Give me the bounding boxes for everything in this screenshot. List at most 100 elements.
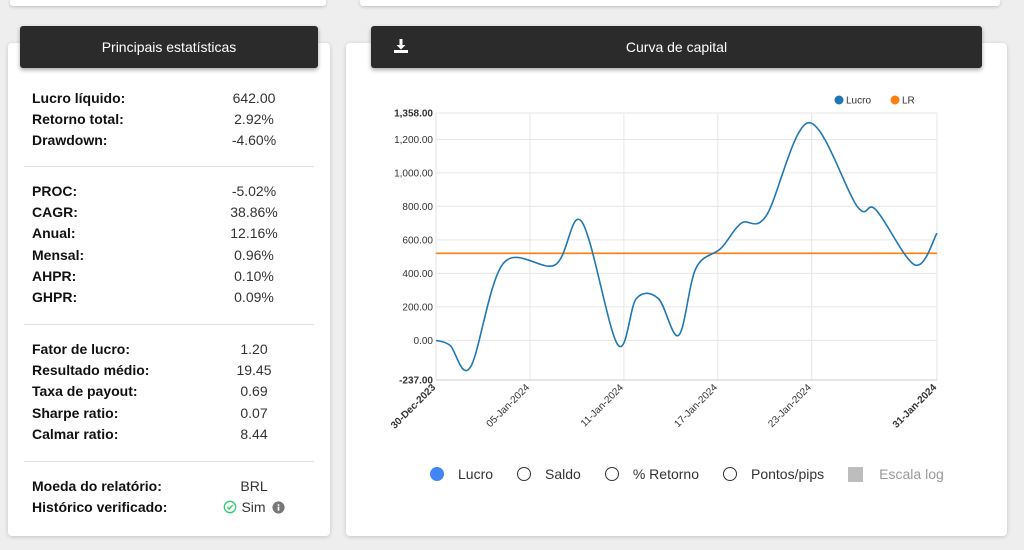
stat-label: Calmar ratio: — [32, 425, 119, 442]
stat-label: Taxa de payout: — [32, 383, 138, 400]
stat-label: AHPR: — [32, 267, 77, 284]
stat-value: 1.20 — [240, 340, 268, 357]
radio-button[interactable] — [723, 467, 737, 481]
stat-value: -4.60% — [231, 132, 277, 149]
stats-card — [8, 43, 330, 536]
radio-button[interactable] — [604, 467, 619, 481]
chart-card — [346, 43, 1007, 536]
verified-value-wrap: Sim — [194, 499, 314, 515]
series-lucro-line — [435, 121, 938, 372]
stat-value: 8.44 — [240, 425, 268, 442]
stat-row: Anual: 12.16% — [24, 223, 314, 244]
stat-label: Anual: — [32, 225, 76, 242]
option-label: Saldo — [545, 466, 581, 482]
top-strip-right — [360, 0, 1000, 6]
x-tick-label: 11-Jan-2024 — [579, 382, 626, 429]
stat-row: CAGR: 38.86% — [24, 201, 314, 222]
stat-row: Histórico verificado: Sim — [24, 496, 314, 517]
chart-mode-options: Lucro Saldo % Retorno Pontos/pips Escala… — [430, 466, 968, 482]
stat-label: Sharpe ratio: — [32, 404, 119, 421]
download-icon[interactable] — [393, 38, 409, 54]
stat-label: Mensal: — [32, 246, 85, 263]
stat-value: -5.02% — [231, 182, 277, 199]
stat-label: PROC: — [32, 182, 78, 199]
y-tick-label: 1,000.00 — [394, 168, 433, 179]
stat-row: Drawdown: -4.60% — [24, 130, 314, 151]
legend-lucro-label: Lucro — [846, 96, 871, 107]
option-log-scale[interactable]: Escala log — [848, 466, 944, 482]
log-scale-checkbox[interactable] — [848, 466, 864, 482]
y-tick-label: 800.00 — [402, 202, 433, 213]
equity-chart: 1,358.00 1,200.00 1,000.00 800.00 600.00 400.… — [389, 95, 940, 431]
stats-group-meta: Moeda do relatório: BRL Histórico verific… — [24, 475, 314, 518]
legend-lr-marker — [890, 95, 900, 105]
y-tick-label: 0.00 — [414, 336, 434, 347]
x-tick-label: 05-Jan-2024 — [485, 382, 533, 430]
stat-value: 38.86% — [230, 203, 278, 220]
stats-group-growth: PROC: -5.02% CAGR: 38.86% Anual: 12.16% Men… — [24, 180, 314, 308]
stat-label: Moeda do relatório: — [32, 477, 162, 494]
stat-row: AHPR: 0.10% — [24, 265, 314, 286]
stat-row: Taxa de payout: 0.69 — [24, 381, 314, 402]
stat-row: Retorno total: 2.92% — [24, 108, 314, 129]
chart-header: Curva de capital — [371, 26, 982, 68]
stats-header: Principais estatísticas — [20, 26, 318, 68]
stat-value: 19.45 — [236, 361, 272, 378]
stat-row: Fator de lucro: 1.20 — [24, 338, 314, 359]
y-tick-label: -237.00 — [399, 376, 433, 387]
stat-label: GHPR: — [32, 289, 78, 306]
stat-row: GHPR: 0.09% — [24, 286, 314, 307]
option-label: Pontos/pips — [751, 466, 825, 482]
stat-row: Resultado médio: 19.45 — [24, 359, 314, 380]
stat-value: 0.10% — [234, 267, 274, 284]
stat-value: 12.16% — [230, 225, 278, 242]
stat-row: PROC: -5.02% — [24, 180, 314, 201]
stat-label: Retorno total: — [32, 110, 124, 127]
stat-value: 0.09% — [234, 289, 274, 306]
radio-button[interactable] — [517, 467, 532, 481]
log-scale-label: Escala log — [879, 466, 944, 482]
verified-value: Sim — [241, 498, 266, 515]
stat-row: Lucro líquido: 642.00 — [24, 87, 314, 108]
stat-row: Mensal: 0.96% — [24, 244, 314, 265]
divider — [24, 461, 314, 462]
stats-title: Principais estatísticas — [101, 39, 237, 55]
stat-value: BRL — [240, 477, 268, 494]
x-tick-label: 23-Jan-2024 — [766, 382, 814, 430]
stat-value: 0.69 — [240, 383, 268, 400]
x-tick-label: 30-Dec-2023 — [389, 382, 438, 431]
stats-group-returns: Lucro líquido: 642.00 Retorno total: 2.92%… — [24, 87, 314, 151]
x-tick-label: 31-Jan-2024 — [891, 382, 940, 431]
divider — [24, 324, 314, 325]
stat-row: Calmar ratio: 8.44 — [24, 423, 314, 444]
stat-value: 642.00 — [232, 89, 276, 106]
info-icon[interactable] — [271, 501, 285, 514]
stat-label: Resultado médio: — [32, 361, 150, 378]
y-tick-label: 600.00 — [402, 235, 433, 246]
option-saldo[interactable]: Saldo — [517, 466, 581, 482]
y-tick-label: 400.00 — [402, 269, 433, 280]
stat-label: Fator de lucro: — [32, 340, 131, 357]
option-pontos[interactable]: Pontos/pips — [723, 466, 824, 482]
stat-label: CAGR: — [32, 203, 78, 220]
y-tick-label: 1,200.00 — [394, 135, 433, 146]
stat-label: Drawdown: — [32, 132, 108, 149]
check-circle-icon — [224, 500, 237, 514]
stats-group-ratios: Fator de lucro: 1.20 Resultado médio: 19.4… — [24, 338, 314, 444]
chart-title: Curva de capital — [625, 39, 728, 55]
option-retorno[interactable]: % Retorno — [604, 466, 699, 482]
divider — [24, 166, 314, 167]
stat-row: Sharpe ratio: 0.07 — [24, 402, 314, 423]
legend-lucro-marker — [834, 95, 844, 105]
option-label: Lucro — [458, 466, 494, 482]
stat-value: 0.07 — [240, 404, 268, 421]
stat-value: 0.96% — [234, 246, 274, 263]
stat-value: 2.92% — [234, 110, 274, 127]
y-tick-label: 200.00 — [402, 302, 433, 313]
stat-label: Histórico verificado: — [32, 498, 168, 515]
option-lucro[interactable]: Lucro — [430, 466, 493, 482]
radio-button[interactable] — [430, 467, 444, 481]
legend-lr-label: LR — [902, 96, 915, 107]
stat-row: Moeda do relatório: BRL — [24, 475, 314, 496]
option-label: % Retorno — [632, 466, 699, 482]
